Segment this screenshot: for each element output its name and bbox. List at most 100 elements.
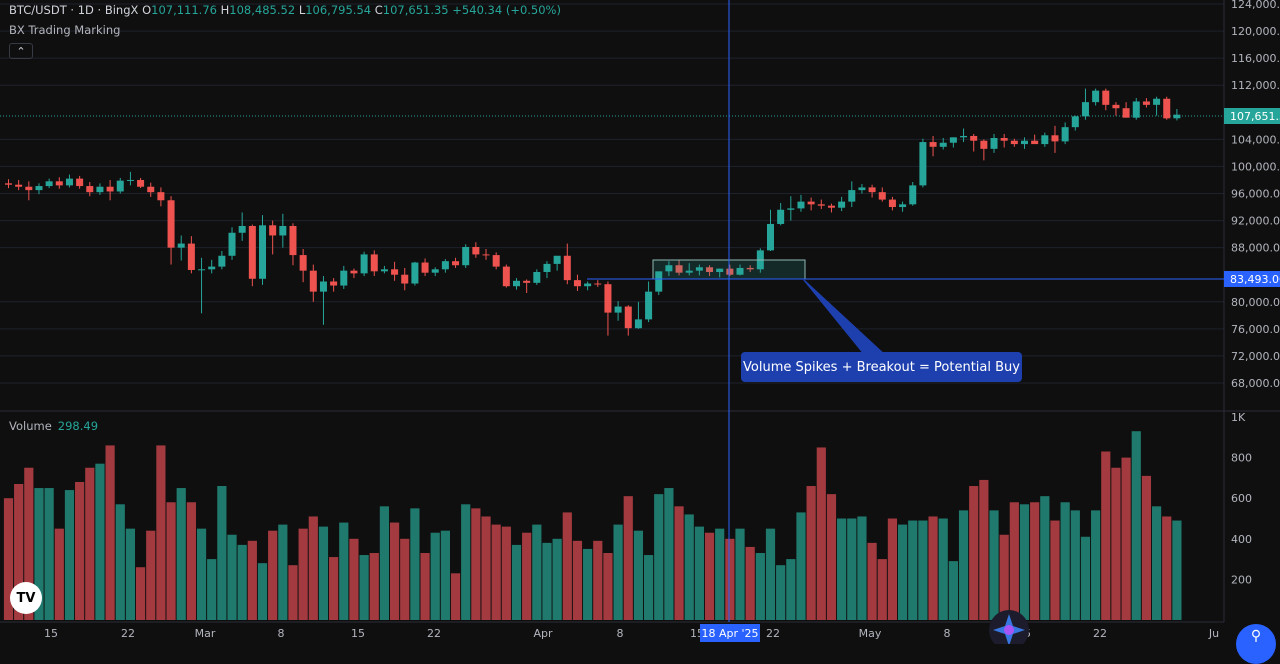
candle-body xyxy=(888,199,896,208)
candle-body xyxy=(899,204,907,208)
volume-bar xyxy=(1151,506,1162,620)
candle-body xyxy=(1051,135,1059,142)
price-axis-label: 76,000.00 xyxy=(1231,323,1280,336)
candle-body xyxy=(1122,108,1130,118)
candle-body xyxy=(269,225,277,236)
price-axis-label: 72,000.00 xyxy=(1231,350,1280,363)
candle-body xyxy=(797,201,805,209)
search-icon[interactable]: ⚲ xyxy=(1236,624,1276,664)
volume-bar xyxy=(105,445,115,620)
crosshair-date-tag: 18 Apr '25 xyxy=(700,624,760,642)
candle-body xyxy=(949,137,957,143)
volume-bar xyxy=(85,467,95,620)
price-axis-label: 80,000.00 xyxy=(1231,296,1280,309)
annotation-callout[interactable]: Volume Spikes + Breakout = Potential Buy xyxy=(741,352,1022,382)
volume-bar xyxy=(765,528,776,620)
candle-body xyxy=(96,186,104,193)
candle-body xyxy=(960,135,968,138)
volume-bar xyxy=(44,488,54,620)
candle-body xyxy=(45,181,53,187)
candle-body xyxy=(787,208,795,210)
candle-body xyxy=(543,263,551,273)
volume-bar xyxy=(1070,510,1080,620)
candle-body xyxy=(746,267,754,270)
volume-bar xyxy=(593,540,603,620)
candle-body xyxy=(35,186,43,191)
candle-body xyxy=(1061,127,1069,142)
chart-canvas[interactable]: 124,000.00 120,000.00 116,000.00 112,000.00… xyxy=(0,0,1280,644)
volume-bar xyxy=(1162,516,1172,620)
volume-bar xyxy=(329,557,339,620)
volume-bar xyxy=(339,522,349,620)
open-label: O xyxy=(142,3,152,17)
candle-body xyxy=(391,269,399,275)
volume-bar xyxy=(908,520,918,620)
symbol-legend[interactable]: BTC/USDT · 1D · BingX O107,111.76 H108,4… xyxy=(9,3,561,17)
volume-legend[interactable]: Volume 298.49 xyxy=(9,419,98,433)
collapse-legend-button[interactable]: ⌃ xyxy=(9,43,33,59)
volume-bar xyxy=(674,506,684,620)
volume-axis-label: 1K xyxy=(1231,411,1246,424)
candle-body xyxy=(868,187,876,193)
candle-body xyxy=(634,319,642,329)
candle-body xyxy=(929,142,937,147)
volume-bar xyxy=(156,445,166,620)
volume-bar xyxy=(1040,496,1050,620)
volume-bar xyxy=(704,532,715,620)
volume-bar xyxy=(877,559,887,620)
symbol-title[interactable]: BTC/USDT · 1D · BingX xyxy=(9,3,139,17)
volume-bar xyxy=(643,555,654,620)
price-axis[interactable]: 124,000.00 120,000.00 116,000.00 112,000.00… xyxy=(1231,0,1280,390)
time-axis-label: May xyxy=(859,627,882,640)
time-axis[interactable]: 1522Mar81522Apr81522May81522Ju xyxy=(44,627,1219,640)
volume-bar xyxy=(511,544,522,620)
volume-bar xyxy=(491,524,501,620)
candle-body xyxy=(167,200,175,248)
volume-bar xyxy=(207,559,217,620)
volume-bar xyxy=(217,486,227,620)
volume-axis-label: 600 xyxy=(1231,492,1252,505)
candle-body xyxy=(492,255,500,267)
candle-body xyxy=(340,270,348,286)
candle-body xyxy=(1021,140,1028,145)
volume-bar xyxy=(298,528,308,620)
candle-body xyxy=(919,142,927,186)
volume-bar xyxy=(786,559,796,620)
volume-bar xyxy=(1091,510,1101,620)
volume-bar xyxy=(664,488,674,620)
volume-bar xyxy=(75,481,85,620)
candle-body xyxy=(1112,104,1120,109)
candle-body xyxy=(817,204,825,206)
candle-body xyxy=(1081,102,1089,117)
crosshair-date-tag-text: 18 Apr '25 xyxy=(701,627,758,640)
volume-bar xyxy=(247,540,257,620)
volume-bar xyxy=(847,518,857,620)
price-axis-label: 88,000.00 xyxy=(1231,242,1280,255)
close-label: C xyxy=(374,3,383,17)
volume-axis-label: 200 xyxy=(1231,573,1252,586)
candle-body xyxy=(685,270,693,273)
candle-body xyxy=(1102,90,1110,105)
volume-bar xyxy=(745,546,755,620)
volume-bar xyxy=(969,486,979,620)
volume-bar xyxy=(755,553,765,620)
candle-body xyxy=(137,179,145,187)
candle-body xyxy=(584,283,592,287)
volume-bar xyxy=(918,520,928,620)
candle-body xyxy=(553,255,561,264)
candlestick-series xyxy=(5,88,1181,336)
volume-bar xyxy=(1009,502,1019,620)
candle-body xyxy=(1132,101,1140,118)
indicator-label[interactable]: BX Trading Marking xyxy=(9,23,121,37)
tradingview-logo-icon[interactable]: TV xyxy=(10,582,42,614)
volume-bar xyxy=(938,518,948,620)
candle-body xyxy=(736,267,744,275)
volume-bar xyxy=(837,518,847,620)
candle-body xyxy=(1173,114,1181,119)
price-axis-label: 100,000.00 xyxy=(1231,160,1280,173)
candle-body xyxy=(228,232,236,256)
volume-bar xyxy=(654,494,664,620)
volume-bar xyxy=(359,555,369,620)
volume-bar xyxy=(694,526,704,620)
volume-bar xyxy=(420,553,430,620)
